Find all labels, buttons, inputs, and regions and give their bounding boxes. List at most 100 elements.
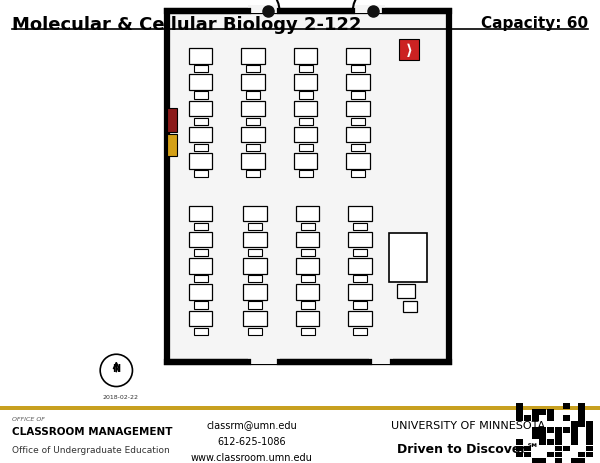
Bar [578,421,586,427]
Bar [248,357,280,364]
Bar [248,6,280,14]
Bar [346,101,370,117]
Bar [586,427,593,433]
Bar [586,433,593,439]
Bar [586,421,593,427]
Bar [547,409,554,415]
Bar [194,275,208,283]
Bar [189,311,212,326]
Bar [299,119,313,125]
Bar [296,285,319,300]
Bar [189,232,212,248]
Text: Molecular & Cellular Biology 2-122: Molecular & Cellular Biology 2-122 [12,16,361,34]
Bar [555,433,562,439]
Bar [167,135,177,157]
Bar [524,415,531,421]
Text: Driven to Discover℠: Driven to Discover℠ [397,442,539,455]
Bar [189,101,212,117]
Bar [248,250,262,257]
Bar [547,451,554,457]
Bar [194,171,208,178]
Bar [563,427,570,433]
Bar [244,285,267,300]
Bar [241,49,265,64]
Bar [0,407,600,410]
Bar [397,285,415,298]
Bar [351,92,365,100]
Bar [399,40,419,60]
Bar [555,427,562,433]
Bar [524,451,531,457]
Bar [578,415,586,421]
Bar [516,439,523,445]
Bar [296,232,319,248]
Bar [294,49,317,64]
Text: UNIVERSITY OF MINNESOTA: UNIVERSITY OF MINNESOTA [391,419,545,430]
Bar [547,427,554,433]
Bar [194,92,208,100]
Bar [299,66,313,73]
Bar [532,427,539,433]
Bar [539,409,547,415]
Bar [194,302,208,309]
Bar [351,171,365,178]
Bar [353,275,367,283]
Bar [241,75,265,91]
Bar [301,250,314,257]
Bar [246,66,260,73]
Bar [189,285,212,300]
Text: ⟩: ⟩ [406,43,412,58]
Bar [547,439,554,445]
Bar [241,128,265,143]
Bar [296,206,319,221]
Bar [351,144,365,152]
Bar [351,66,365,73]
Text: Office of Undergraduate Education: Office of Undergraduate Education [12,445,170,454]
Text: N: N [112,363,121,374]
Bar [299,171,313,178]
Bar [194,328,208,335]
Bar [578,409,586,415]
Bar [547,415,554,421]
Bar [571,421,578,427]
Bar [244,259,267,274]
Bar [244,206,267,221]
Bar [248,275,262,283]
Bar [349,311,372,326]
Bar [524,445,531,451]
Bar [571,427,578,433]
Bar [539,427,547,433]
Bar [578,457,586,463]
Bar [389,234,427,282]
Bar [539,457,547,463]
Bar [194,250,208,257]
Bar [563,445,570,451]
Bar [539,433,547,439]
Bar [294,101,317,117]
Bar [578,403,586,409]
Bar [349,206,372,221]
Bar [555,439,562,445]
Bar [296,259,319,274]
Bar [346,75,370,91]
Bar [244,311,267,326]
Bar [351,119,365,125]
Bar [353,223,367,231]
Bar [368,357,393,364]
Bar [352,6,385,14]
Bar [349,285,372,300]
Bar [301,275,314,283]
Bar [194,144,208,152]
Bar [532,433,539,439]
Bar [294,154,317,169]
Bar [299,92,313,100]
Bar [246,144,260,152]
Bar [532,409,539,415]
Bar [555,457,562,463]
Bar [241,101,265,117]
Bar [189,49,212,64]
Bar [586,439,593,445]
Bar [532,457,539,463]
Bar [167,12,449,363]
Bar [346,128,370,143]
